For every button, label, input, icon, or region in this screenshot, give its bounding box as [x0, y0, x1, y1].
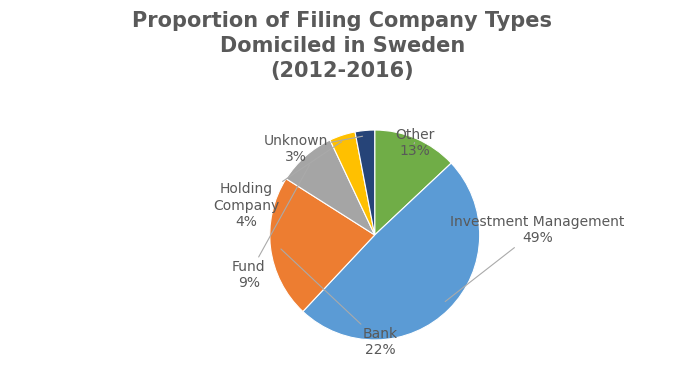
Wedge shape	[375, 130, 451, 235]
Wedge shape	[303, 163, 479, 340]
Text: Investment Management
49%: Investment Management 49%	[445, 215, 625, 302]
Wedge shape	[270, 179, 375, 312]
Text: Fund
9%: Fund 9%	[232, 165, 310, 290]
Text: Other
13%: Other 13%	[395, 127, 434, 158]
Text: Unknown
3%: Unknown 3%	[264, 134, 362, 164]
Text: Bank
22%: Bank 22%	[281, 249, 397, 357]
Text: Proportion of Filing Company Types
Domiciled in Sweden
(2012-2016): Proportion of Filing Company Types Domic…	[132, 11, 553, 81]
Text: Holding
Company
4%: Holding Company 4%	[214, 142, 342, 229]
Wedge shape	[286, 140, 375, 235]
Wedge shape	[355, 130, 375, 235]
Wedge shape	[330, 132, 375, 235]
